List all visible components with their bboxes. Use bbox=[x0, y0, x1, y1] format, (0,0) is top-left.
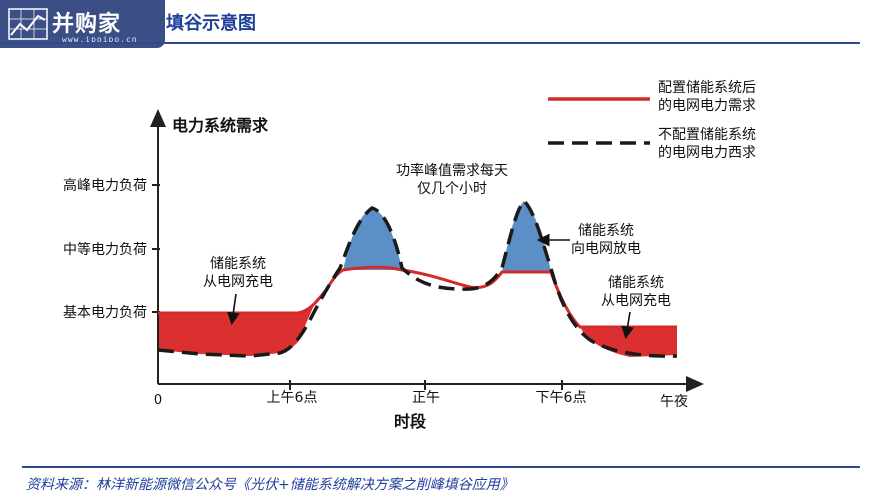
annotation-discharge-1: 储能系统 bbox=[578, 223, 634, 239]
curve-without-storage bbox=[157, 198, 678, 358]
x-label-origin: 0 bbox=[154, 393, 162, 408]
header-divider bbox=[0, 42, 860, 44]
source-note: 资料来源：林洋新能源微信公众号《光伏+储能系统解决方案之削峰填谷应用》 bbox=[26, 477, 514, 493]
logo-url: www.ipoipo.cn bbox=[62, 35, 138, 44]
annotation-peak-2: 仅几个小时 bbox=[417, 181, 487, 197]
chart-logo-icon bbox=[8, 8, 48, 40]
charge-area-right bbox=[580, 327, 677, 357]
y-axis-title: 电力系统需求 bbox=[172, 116, 269, 135]
x-label-midnight: 午夜 bbox=[660, 394, 688, 410]
y-label-mid: 中等电力负荷 bbox=[63, 241, 147, 258]
annotation-charge-left-2: 从电网充电 bbox=[203, 274, 273, 290]
pointer-charge-left bbox=[227, 293, 240, 326]
logo: 并购家 www.ipoipo.cn bbox=[0, 0, 165, 48]
x-axis-title: 时段 bbox=[394, 412, 427, 431]
footer-divider bbox=[22, 466, 860, 468]
legend-label-without-storage-1: 不配置储能系统 bbox=[658, 127, 756, 143]
discharge-area-left bbox=[343, 208, 402, 270]
x-label-noon: 正午 bbox=[412, 390, 440, 406]
x-label-pm6: 下午6点 bbox=[536, 390, 587, 406]
legend-label-with-storage-2: 的电网电力需求 bbox=[658, 98, 756, 114]
legend-label-with-storage-1: 配置储能系统后 bbox=[658, 80, 756, 96]
annotation-discharge-2: 向电网放电 bbox=[571, 241, 641, 257]
logo-name: 并购家 bbox=[52, 12, 122, 37]
legend-label-without-storage-2: 的电网电力西求 bbox=[658, 145, 756, 161]
page-title: 填谷示意图 bbox=[166, 13, 256, 34]
annotation-peak-1: 功率峰值需求每天 bbox=[396, 162, 508, 179]
x-label-am6: 上午6点 bbox=[267, 390, 318, 406]
charge-area-left bbox=[158, 296, 318, 356]
annotation-charge-left-1: 储能系统 bbox=[210, 256, 266, 272]
pointer-charge-right bbox=[621, 311, 634, 340]
y-label-high: 高峰电力负荷 bbox=[63, 177, 147, 194]
annotation-charge-right-2: 从电网充电 bbox=[601, 293, 671, 309]
discharge-area-right bbox=[502, 201, 551, 272]
y-label-base: 基本电力负荷 bbox=[63, 304, 147, 321]
annotation-charge-right-1: 储能系统 bbox=[608, 275, 664, 291]
